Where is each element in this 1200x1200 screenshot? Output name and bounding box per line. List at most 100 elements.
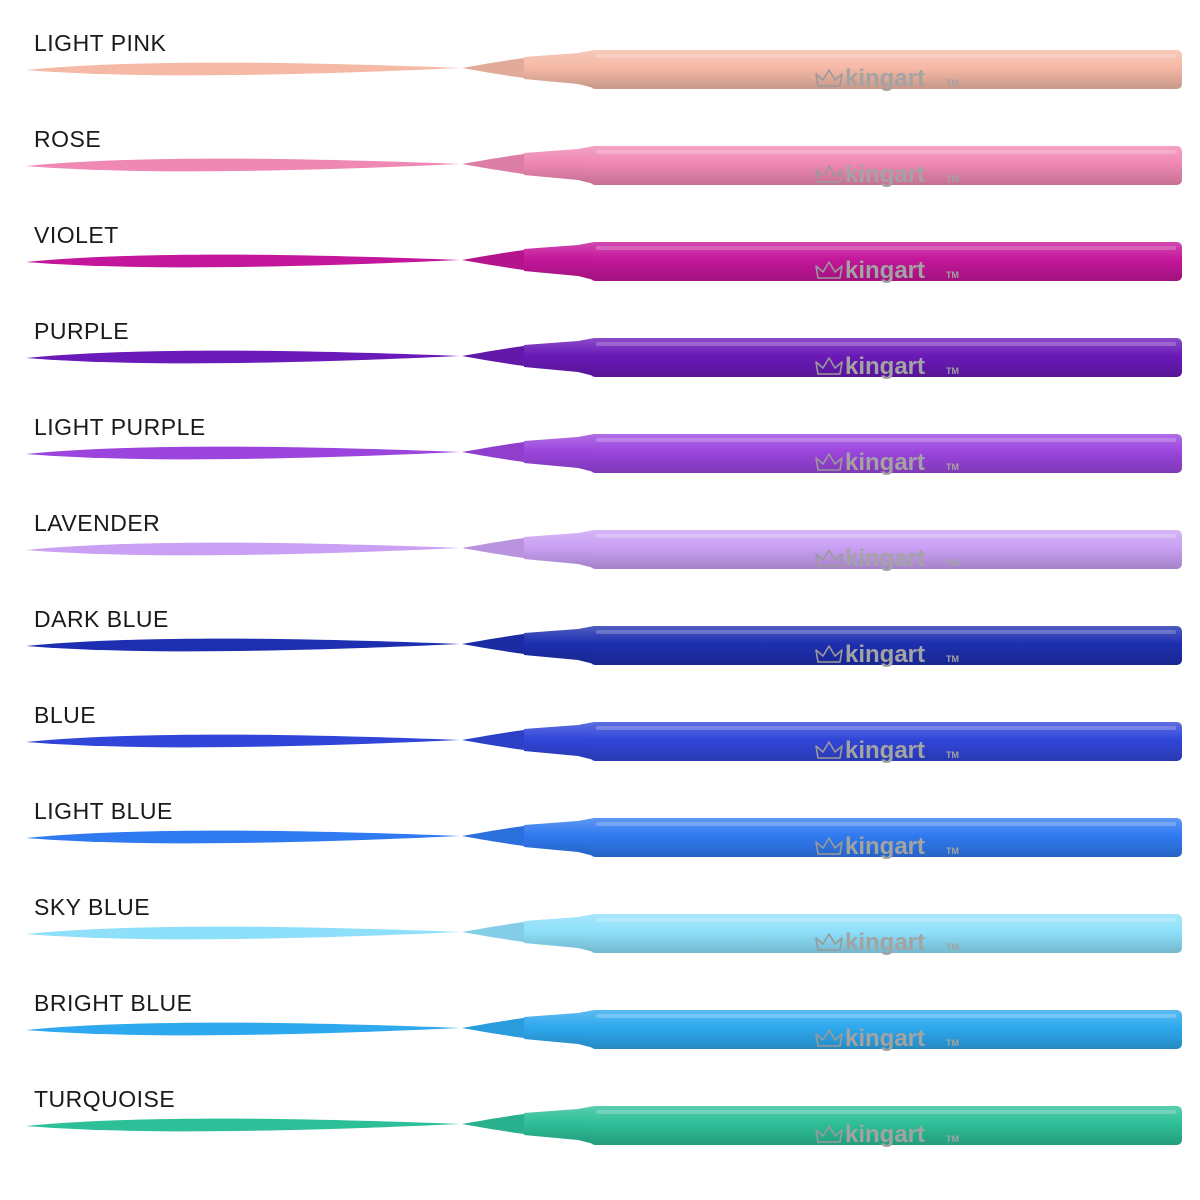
brush-tip xyxy=(462,1114,524,1134)
color-name-label: LIGHT PURPLE xyxy=(34,414,206,440)
crown-icon xyxy=(815,933,843,951)
trademark-mark: TM xyxy=(946,462,959,472)
crown-icon xyxy=(815,1029,843,1047)
pen-illustration: kingart TM xyxy=(26,722,1182,764)
brand-logo-text: kingart xyxy=(845,833,925,860)
crown-icon xyxy=(815,453,843,471)
trademark-mark: TM xyxy=(946,558,959,568)
pen-barrel xyxy=(590,1106,1182,1145)
pen-ferrule xyxy=(524,146,594,184)
pen-illustration: kingart TM xyxy=(26,530,1182,572)
pen-illustration: kingart TM xyxy=(26,242,1182,284)
pen-barrel xyxy=(590,818,1182,857)
brand-logo-text: kingart xyxy=(845,353,925,380)
brush-stroke-swatch xyxy=(26,638,460,652)
color-name-label: LIGHT BLUE xyxy=(34,798,173,824)
trademark-mark: TM xyxy=(946,750,959,760)
trademark-mark: TM xyxy=(946,174,959,184)
brush-stroke-swatch xyxy=(26,734,460,748)
brush-tip xyxy=(462,154,524,174)
brush-stroke-swatch xyxy=(26,446,460,460)
brush-tip xyxy=(462,826,524,846)
trademark-mark: TM xyxy=(946,78,959,88)
color-name-label: TURQUOISE xyxy=(34,1086,176,1112)
brush-tip xyxy=(462,250,524,270)
pen-illustration: kingart TM xyxy=(26,146,1182,188)
pen-barrel xyxy=(590,914,1182,953)
pen-row: SKY BLUE kingart TM xyxy=(0,894,1200,990)
brush-tip xyxy=(462,442,524,462)
pen-barrel xyxy=(590,50,1182,89)
brush-stroke-swatch xyxy=(26,254,460,268)
pen-ferrule xyxy=(524,434,594,472)
brush-stroke-swatch xyxy=(26,1022,460,1036)
brush-stroke-swatch xyxy=(26,1118,460,1132)
crown-icon xyxy=(815,549,843,567)
pen-row: LIGHT BLUE kingart TM xyxy=(0,798,1200,894)
color-name-label: LIGHT PINK xyxy=(34,30,167,56)
crown-icon xyxy=(815,357,843,375)
pen-barrel xyxy=(590,434,1182,473)
brand-logo-text: kingart xyxy=(845,545,925,572)
brush-tip xyxy=(462,538,524,558)
brush-stroke-swatch xyxy=(26,542,460,556)
pen-illustration: kingart TM xyxy=(26,818,1182,860)
trademark-mark: TM xyxy=(946,366,959,376)
pen-illustration: kingart TM xyxy=(26,338,1182,380)
brush-stroke-swatch xyxy=(26,158,460,172)
pen-row: LIGHT PINK kingart TM xyxy=(0,30,1200,126)
pen-barrel xyxy=(590,530,1182,569)
pen-barrel xyxy=(590,146,1182,185)
brand-logo-text: kingart xyxy=(845,641,925,668)
brush-tip xyxy=(462,1018,524,1038)
crown-icon xyxy=(815,165,843,183)
pen-row: TURQUOISE kingart TM xyxy=(0,1086,1200,1182)
brand-logo-text: kingart xyxy=(845,257,925,284)
pen-illustration: kingart TM xyxy=(26,914,1182,956)
brand-logo-text: kingart xyxy=(845,1121,925,1148)
trademark-mark: TM xyxy=(946,654,959,664)
brush-tip xyxy=(462,58,524,78)
pen-row: VIOLET kingart TM xyxy=(0,222,1200,318)
pen-illustration: kingart TM xyxy=(26,434,1182,476)
color-name-label: VIOLET xyxy=(34,222,119,248)
crown-icon xyxy=(815,741,843,759)
pen-ferrule xyxy=(524,338,594,376)
brand-logo-text: kingart xyxy=(845,161,925,188)
pen-row: BRIGHT BLUE kingart TM xyxy=(0,990,1200,1086)
pen-ferrule xyxy=(524,530,594,568)
brand-logo-text: kingart xyxy=(845,1025,925,1052)
pen-ferrule xyxy=(524,914,594,952)
brush-tip xyxy=(462,922,524,942)
color-name-label: SKY BLUE xyxy=(34,894,151,920)
pen-ferrule xyxy=(524,626,594,664)
pen-ferrule xyxy=(524,50,594,88)
pen-barrel xyxy=(590,626,1182,665)
pen-row: ROSE kingart TM xyxy=(0,126,1200,222)
brand-logo-text: kingart xyxy=(845,449,925,476)
trademark-mark: TM xyxy=(946,270,959,280)
pen-row: DARK BLUE kingart TM xyxy=(0,606,1200,702)
pen-illustration: kingart TM xyxy=(26,626,1182,668)
pen-ferrule xyxy=(524,818,594,856)
pen-row: PURPLE kingart TM xyxy=(0,318,1200,414)
pen-barrel xyxy=(590,722,1182,761)
brand-logo-text: kingart xyxy=(845,737,925,764)
pen-illustration: kingart TM xyxy=(26,1010,1182,1052)
color-name-label: PURPLE xyxy=(34,318,130,344)
pen-ferrule xyxy=(524,722,594,760)
crown-icon xyxy=(815,69,843,87)
crown-icon xyxy=(815,837,843,855)
brush-stroke-swatch xyxy=(26,350,460,364)
pen-ferrule xyxy=(524,242,594,280)
pen-barrel xyxy=(590,1010,1182,1049)
brush-stroke-swatch xyxy=(26,62,460,76)
brush-tip xyxy=(462,634,524,654)
pen-illustration: kingart TM xyxy=(26,1106,1182,1148)
brush-stroke-swatch xyxy=(26,830,460,844)
pen-barrel xyxy=(590,338,1182,377)
color-name-label: DARK BLUE xyxy=(34,606,169,632)
color-name-label: LAVENDER xyxy=(34,510,161,536)
brush-tip xyxy=(462,730,524,750)
trademark-mark: TM xyxy=(946,1038,959,1048)
